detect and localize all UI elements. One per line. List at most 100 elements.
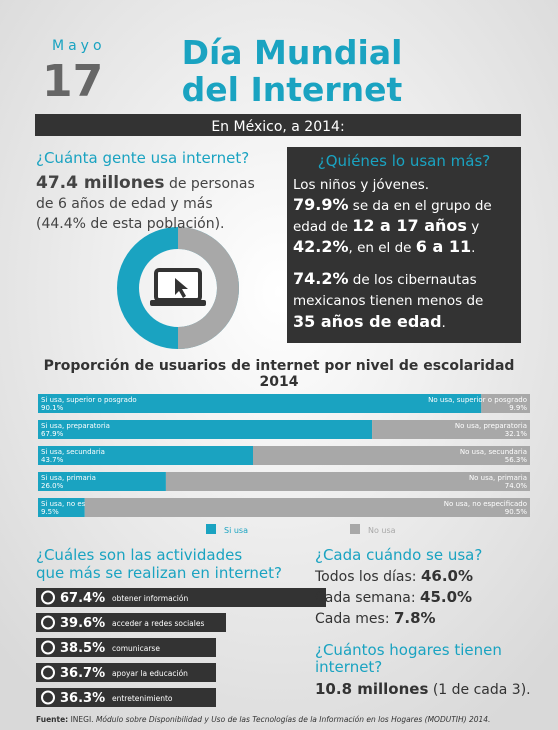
text-line: 47.4 millones de personas [36, 173, 255, 193]
activity-value: 39.6% [60, 616, 105, 631]
text-part: Todos los días: [314, 569, 421, 585]
banner-text: En México, a 2014: [211, 119, 344, 135]
heading: ¿Cuánta gente usa internet? [36, 149, 249, 167]
text-part: se da en el grupo de [349, 198, 492, 214]
value-label: 43.7% [41, 456, 64, 464]
value-label: 90.5% [505, 508, 528, 516]
text-part: (44.4% de esta población). [36, 216, 225, 232]
text-line: Los niños y jóvenes. [293, 177, 429, 193]
text-line: 42.2%, en el de 6 a 11. [293, 237, 475, 256]
text-line: Cada semana: 45.0% [315, 588, 472, 606]
activity-label: comunicarse [112, 644, 160, 653]
day: 17 [42, 56, 103, 107]
text-line: 74.2% de los cibernautas [293, 269, 477, 288]
text-part: 12 a 17 años [352, 216, 467, 235]
bar-segment [165, 472, 531, 491]
activity-value: 38.5% [60, 641, 105, 656]
segment-label: No usa, no especificado [444, 500, 527, 508]
text-part: y [467, 219, 479, 235]
text-part: . [471, 240, 475, 256]
value-label: 9.5% [41, 508, 59, 516]
who-box [287, 147, 521, 343]
segment-label: Si usa, primaria [41, 474, 96, 482]
text-part: (1 de cada 3). [428, 682, 530, 698]
text-part: 45.0% [420, 588, 472, 606]
chart-title: Proporción de usuarios de internet por n… [44, 358, 515, 374]
activity-icon [41, 690, 55, 705]
activity-icon [41, 615, 55, 630]
activity-bar [36, 688, 216, 707]
heading: internet? [315, 658, 382, 676]
text-line: Fuente: INEGI. Módulo sobre Disponibilid… [36, 715, 490, 724]
text-part: 74.2% [293, 269, 349, 288]
text-part: mexicanos tienen menos de [293, 293, 483, 309]
activity-icon [41, 665, 55, 680]
segment-label: No usa, superior o posgrado [428, 396, 527, 404]
text-part: de los cibernautas [349, 272, 477, 288]
bar-segment [38, 446, 254, 465]
segment-label: No usa, preparatoria [455, 422, 527, 430]
text-part: 42.2% [293, 237, 349, 256]
activity-bar [36, 638, 216, 657]
bar-segment [38, 420, 373, 439]
text-part: Cada semana: [315, 590, 420, 606]
month: Mayo [52, 38, 106, 54]
value-label: 74.0% [505, 482, 528, 490]
legend-label: No usa [368, 526, 396, 535]
text-part: 35 años de edad [293, 312, 442, 331]
activity-value: 67.4% [60, 591, 105, 606]
text-part: Los niños y jóvenes. [293, 177, 429, 193]
donut-part [178, 227, 239, 349]
text-part: INEGI. [68, 715, 96, 724]
activity-icon [41, 590, 55, 605]
text-part: de 6 años de edad y más [36, 196, 213, 212]
bar-segment [38, 472, 166, 491]
bar-segment [38, 498, 85, 517]
bar-segment [372, 420, 530, 439]
heading: ¿Quiénes lo usan más? [318, 152, 490, 170]
bar-segment [481, 394, 530, 413]
text-part: Módulo sobre Disponibilidad y Uso de las… [96, 715, 491, 724]
segment-label: Si usa, secundaria [41, 448, 105, 456]
activity-label: entretenimiento [112, 694, 173, 703]
text-line: de 6 años de edad y más [36, 196, 213, 212]
bar-segment [253, 446, 530, 465]
text-part: 6 a 11 [416, 237, 471, 256]
activity-value: 36.3% [60, 691, 105, 706]
text-line: Cada mes: 7.8% [315, 609, 436, 627]
bar-segment [38, 394, 482, 413]
donut-icon [117, 227, 239, 349]
text-line: 35 años de edad. [293, 312, 446, 331]
text-part: 10.8 millones [315, 680, 428, 698]
text-part: 79.9% [293, 195, 349, 214]
legend-label: Si usa [224, 526, 248, 535]
text-part: 46.0% [421, 567, 473, 585]
segment-label: No usa, secundaria [460, 448, 527, 456]
activity-bar [36, 613, 226, 632]
text-line: 10.8 millones (1 de cada 3). [315, 680, 531, 698]
title: Día Mundial [182, 33, 403, 72]
laptop-base [150, 300, 206, 306]
text-part: . [442, 315, 446, 331]
text-line: edad de 12 a 17 años y [293, 216, 479, 235]
activity-label: acceder a redes sociales [112, 619, 204, 628]
legend-swatch [350, 524, 360, 534]
value-label: 56.3% [505, 456, 528, 464]
activity-value: 36.7% [60, 666, 105, 681]
activity-bar [36, 588, 326, 607]
text-part: Cada mes: [315, 611, 394, 627]
text-line: mexicanos tienen menos de [293, 293, 483, 309]
segment-label: Si usa, no especificado [41, 500, 121, 508]
activity-label: apoyar la educación [112, 669, 188, 678]
value-label: 67.9% [41, 430, 64, 438]
value-label: 32.1% [505, 430, 528, 438]
heading: ¿Cuántos hogares tienen [315, 641, 502, 659]
value-label: 26.0% [41, 482, 64, 490]
text-line: 79.9% se da en el grupo de [293, 195, 492, 214]
text-line: Todos los días: 46.0% [314, 567, 473, 585]
value-label: 9.9% [509, 404, 527, 412]
segment-label: Si usa, preparatoria [41, 422, 110, 430]
title: del Internet [182, 70, 403, 109]
